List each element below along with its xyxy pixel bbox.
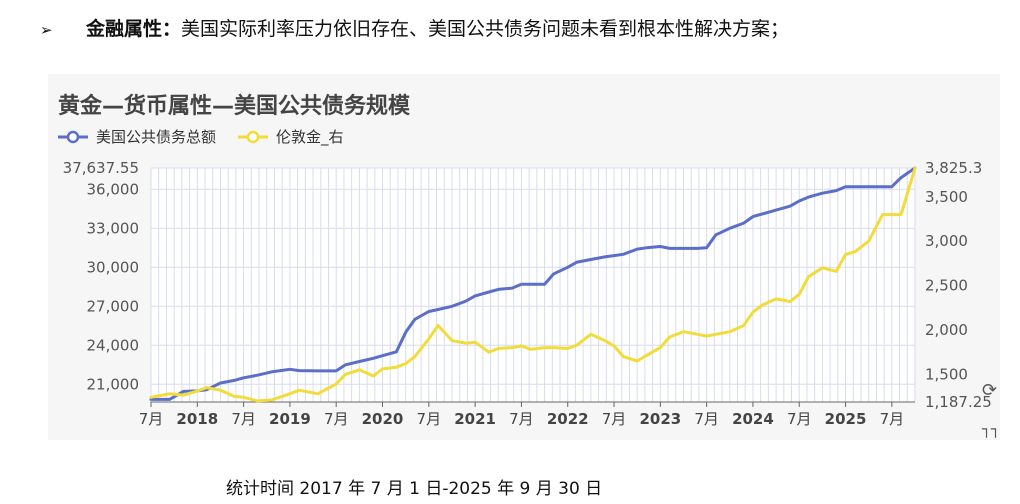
legend-label-gold: 伦敦金_右 <box>276 128 344 146</box>
x-tick-label: 7月 <box>880 410 905 428</box>
x-tick-label: 7月 <box>139 410 164 428</box>
legend-swatch-debt <box>58 130 88 143</box>
y-right-tick-label: 3,000 <box>925 232 968 250</box>
chart-plot: 21,000 24,000 27,000 30,000 33,000 36,000 37,6… <box>63 159 992 428</box>
series-line-gold <box>149 166 917 403</box>
bullet-key-label: 金融属性： <box>86 18 182 40</box>
y-right-tick-label: 1,500 <box>925 365 968 383</box>
y-right-tick-label: 1,187.25 <box>925 393 992 411</box>
chart-card: 黄金—货币属性—美国公共债务规模 美国公共债务总额 伦敦金_右 21,000 24… <box>48 74 1000 440</box>
y-right-tick-label: 2,500 <box>925 277 968 295</box>
legend-label-debt: 美国公共债务总额 <box>96 128 217 146</box>
y-right-tick-label: 3,825.3 <box>925 159 982 177</box>
x-tick-label: 7月 <box>787 410 812 428</box>
x-tick-label: 7月 <box>324 410 349 428</box>
y-left-tick-label: 36,000 <box>87 180 140 198</box>
arrow-bullet-icon: ➢ <box>40 21 53 39</box>
y-left-tick-label: 30,000 <box>87 258 140 276</box>
y-right-tick-label: 2,000 <box>925 321 968 339</box>
series-line-debt <box>149 166 917 401</box>
toolbox-icon[interactable]: ┐┐ <box>982 420 1001 438</box>
chart-title: 黄金—货币属性—美国公共债务规模 <box>58 94 411 119</box>
bullet-line: ➢ 金融属性：美国实际利率压力依旧存在、美国公共债务问题未看到根本性解决方案； <box>40 14 789 41</box>
x-tick-label: 2022 <box>547 410 589 428</box>
x-tick-label: 2019 <box>269 410 311 428</box>
y-left-tick-label: 27,000 <box>87 297 140 315</box>
bullet-text: 美国实际利率压力依旧存在、美国公共债务问题未看到根本性解决方案； <box>181 18 790 40</box>
y-left-tick-label: 21,000 <box>87 375 140 393</box>
caption: 统计时间 2017 年 7 月 1 日-2025 年 9 月 30 日 <box>226 479 603 499</box>
x-tick-label: 2020 <box>362 410 404 428</box>
y-left-tick-label: 33,000 <box>87 219 140 237</box>
x-tick-label: 7月 <box>231 410 256 428</box>
x-tick-label: 2021 <box>454 410 496 428</box>
y-left-tick-label: 24,000 <box>87 336 140 354</box>
x-tick-label: 2024 <box>732 410 774 428</box>
chart-legend: 美国公共债务总额 伦敦金_右 <box>58 126 344 147</box>
x-tick-label: 2025 <box>825 410 867 428</box>
legend-item-gold[interactable]: 伦敦金_右 <box>238 126 344 147</box>
x-tick-label: 7月 <box>509 410 534 428</box>
x-tick-label: 7月 <box>602 410 627 428</box>
refresh-icon[interactable]: ⟳ <box>982 380 998 401</box>
y-right-tick-label: 3,500 <box>925 188 968 206</box>
legend-item-debt[interactable]: 美国公共债务总额 <box>58 126 216 147</box>
x-tick-label: 7月 <box>694 410 719 428</box>
x-tick-label: 2023 <box>639 410 681 428</box>
x-tick-label: 2018 <box>176 410 218 428</box>
legend-swatch-gold <box>238 130 269 143</box>
y-left-tick-label: 37,637.55 <box>63 159 139 177</box>
x-tick-label: 7月 <box>417 410 442 428</box>
